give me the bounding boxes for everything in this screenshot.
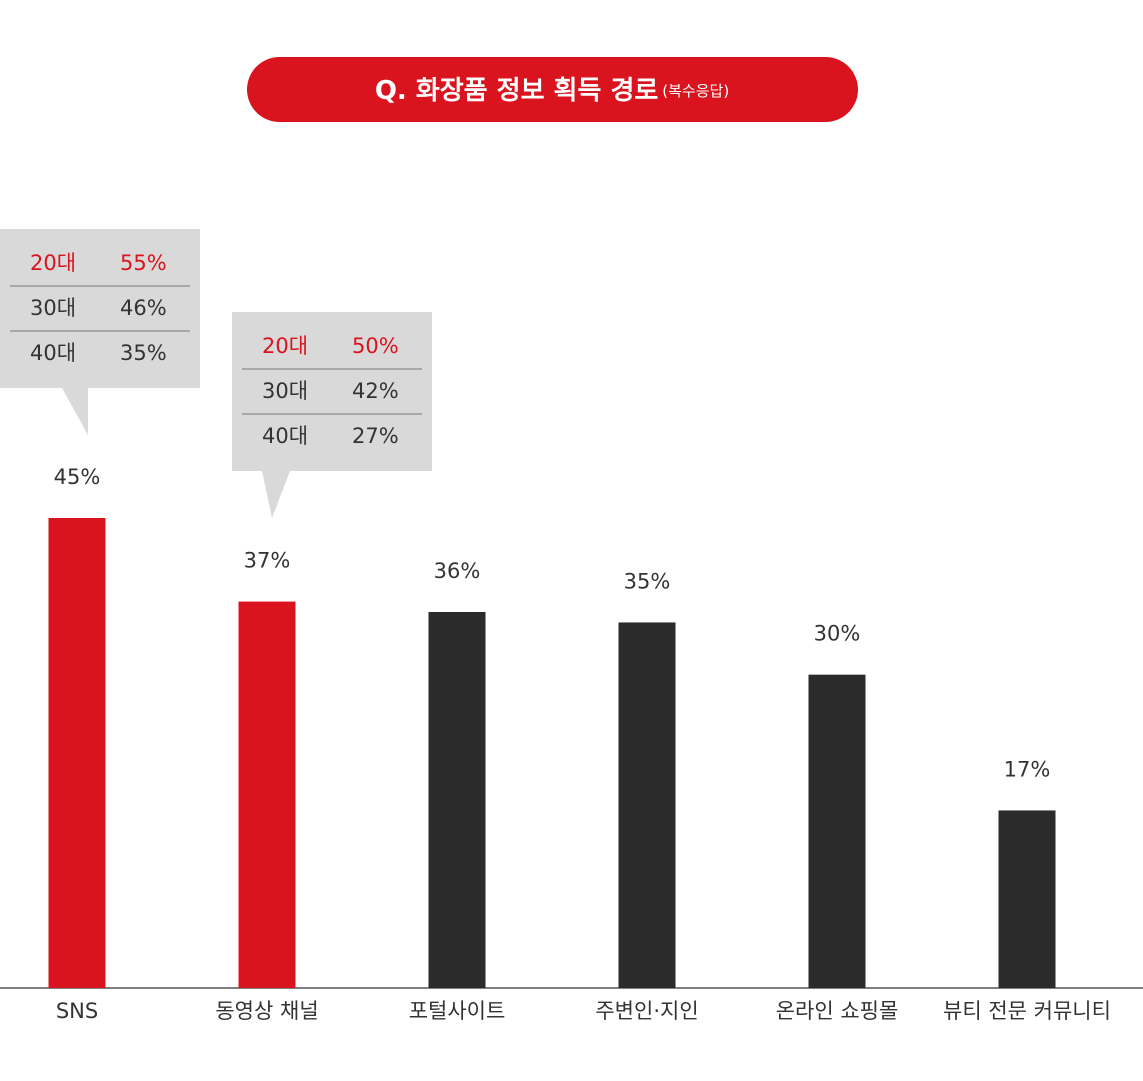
breakdown-value: 55% bbox=[120, 251, 167, 275]
value-label: 35% bbox=[624, 569, 671, 593]
bar bbox=[618, 622, 676, 988]
breakdown-value: 35% bbox=[120, 341, 167, 365]
x-tick-label: 주변인·지인 bbox=[595, 999, 698, 1023]
bar bbox=[808, 674, 866, 988]
x-tick-label: 뷰티 전문 커뮤니티 bbox=[943, 999, 1111, 1023]
chart-title-group: Q. 화장품 정보 획득 경로 (복수응답) bbox=[375, 76, 729, 106]
bar bbox=[428, 612, 486, 988]
chart-subtitle: (복수응답) bbox=[662, 82, 729, 100]
breakdown-group: 30대 bbox=[30, 296, 76, 320]
bar bbox=[998, 810, 1056, 988]
callout-box bbox=[0, 229, 200, 435]
breakdown-group: 20대 bbox=[262, 334, 308, 358]
breakdown-group: 30대 bbox=[262, 379, 308, 403]
breakdown-group: 20대 bbox=[30, 251, 76, 275]
value-label: 17% bbox=[1004, 757, 1051, 781]
bar bbox=[48, 518, 106, 988]
breakdown-group: 40대 bbox=[262, 424, 308, 448]
x-tick-label: 동영상 채널 bbox=[215, 999, 318, 1023]
title-pill bbox=[247, 57, 858, 122]
value-label: 37% bbox=[244, 549, 291, 573]
breakdown-value: 27% bbox=[352, 424, 399, 448]
breakdown-group: 40대 bbox=[30, 341, 76, 365]
x-tick-label: 온라인 쇼핑몰 bbox=[776, 999, 899, 1023]
value-label: 30% bbox=[814, 622, 861, 646]
x-tick-label: SNS bbox=[56, 999, 98, 1023]
breakdown-value: 50% bbox=[352, 334, 399, 358]
breakdown-value: 46% bbox=[120, 296, 167, 320]
value-label: 45% bbox=[54, 465, 101, 489]
callout-box bbox=[232, 312, 432, 518]
value-label: 36% bbox=[434, 559, 481, 583]
x-tick-label: 포털사이트 bbox=[409, 999, 506, 1023]
chart-title: Q. 화장품 정보 획득 경로 bbox=[375, 76, 659, 106]
bar bbox=[238, 601, 296, 988]
breakdown-value: 42% bbox=[352, 379, 399, 403]
